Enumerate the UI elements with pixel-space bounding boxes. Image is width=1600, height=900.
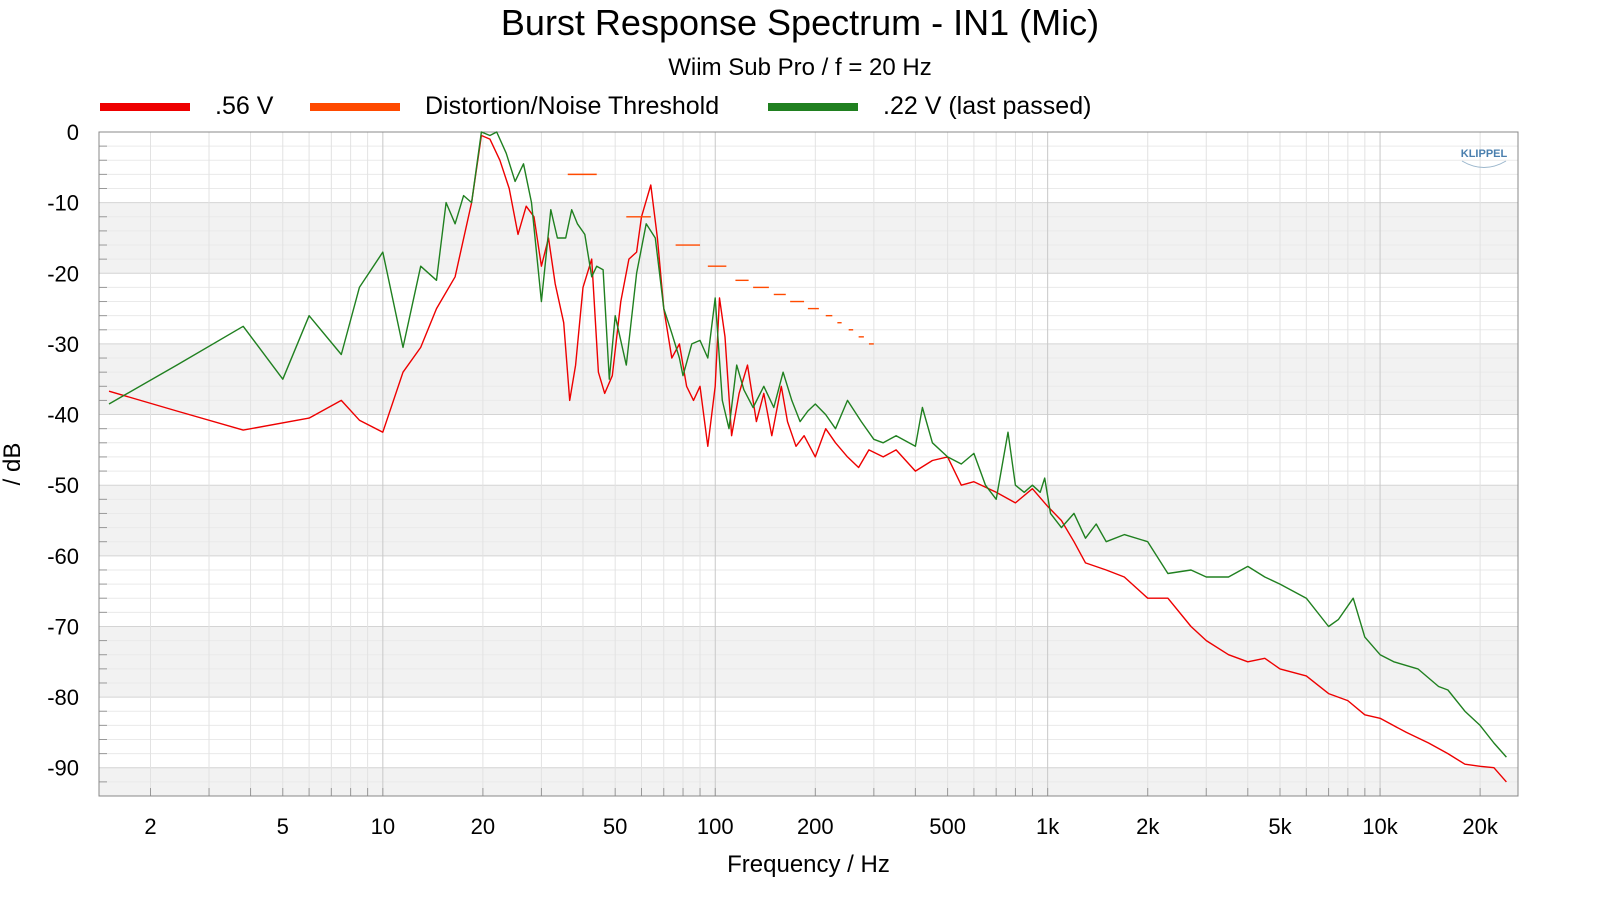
series-line-3 — [108, 131, 1507, 758]
legend-swatch-series-3 — [768, 102, 858, 111]
y-tick-label: -50 — [47, 473, 79, 498]
y-tick-label: -90 — [47, 756, 79, 781]
x-tick-label: 5k — [1268, 814, 1292, 839]
y-tick-label: -10 — [47, 191, 79, 216]
chart-title: Burst Response Spectrum - IN1 (Mic) — [500, 2, 1100, 43]
x-tick-label: 200 — [797, 814, 834, 839]
grid-band — [99, 202, 1518, 274]
legend-swatch-series-2 — [310, 102, 400, 111]
x-tick-label: 20k — [1462, 814, 1498, 839]
grid-lines — [99, 131, 1518, 797]
legend-item-series-2: Distortion/Noise Threshold — [310, 92, 719, 121]
plot-frame — [98, 131, 1519, 797]
legend-label-series-3: .22 V (last passed) — [883, 92, 1092, 120]
grid-band — [99, 343, 1518, 415]
x-tick-label: 1k — [1036, 814, 1060, 839]
x-tick-label: 2 — [144, 814, 156, 839]
legend-label-series-1: .56 V — [215, 92, 274, 120]
x-tick-label: 500 — [929, 814, 966, 839]
legend-item-series-1: .56 V — [100, 92, 273, 121]
y-tick-label: -70 — [47, 614, 79, 639]
y-tick-label: -80 — [47, 685, 79, 710]
x-axis-label: Frequency / Hz — [727, 851, 890, 878]
plot-border — [98, 131, 1519, 797]
x-tick-label: 10 — [371, 814, 395, 839]
y-tick-label: -30 — [47, 332, 79, 357]
grid-band — [99, 485, 1518, 556]
y-tick-label: -40 — [47, 403, 79, 428]
y-tick-label: -60 — [47, 544, 79, 569]
y-axis-label: / dB — [0, 443, 26, 486]
x-tick-label: 50 — [603, 814, 627, 839]
legend-swatch-series-1 — [100, 102, 190, 111]
tick-labels: 0 -10 -20 -30 -40 -50 -60 -70 -80 -90 2 5 10 20 50 100 2… — [47, 120, 1499, 839]
chart-subtitle: Wiim Sub Pro / f = 20 Hz — [668, 54, 932, 81]
grid-band — [99, 626, 1518, 698]
legend-label-series-2: Distortion/Noise Threshold — [425, 92, 720, 120]
series-layer — [108, 131, 1507, 783]
logo-text: KLIPPEL — [1461, 148, 1508, 160]
x-tick-label: 100 — [697, 814, 734, 839]
y-tick-label: -20 — [47, 261, 79, 286]
x-tick-label: 10k — [1362, 814, 1398, 839]
x-tick-label: 20 — [471, 814, 495, 839]
y-tick-label: 0 — [67, 120, 79, 145]
klippel-logo: KLIPPEL — [1461, 148, 1508, 168]
x-tick-label: 5 — [277, 814, 289, 839]
logo-arc — [1461, 160, 1507, 168]
series-line-1 — [108, 134, 1507, 783]
legend-item-series-3: .22 V (last passed) — [768, 92, 1091, 121]
x-tick-label: 2k — [1136, 814, 1160, 839]
